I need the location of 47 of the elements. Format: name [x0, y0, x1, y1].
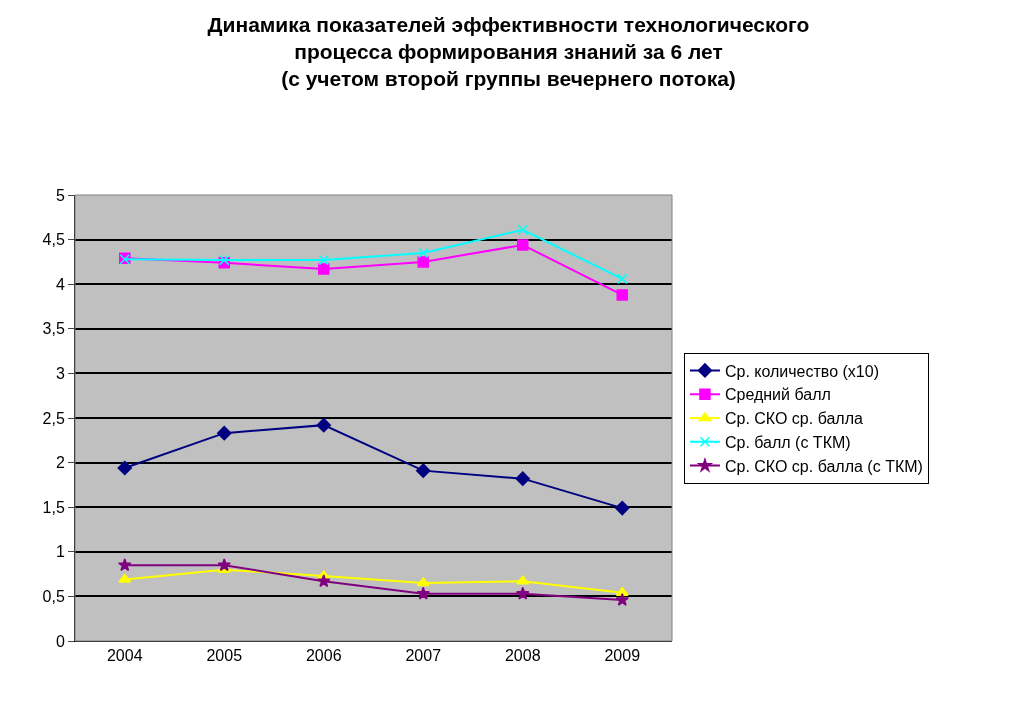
point	[516, 575, 530, 585]
x-tick-label: 2007	[405, 647, 442, 665]
legend-label: Ср. количество (x10)	[724, 362, 879, 380]
legend-label: Средний балл	[724, 386, 831, 404]
x-tick-label: 2005	[206, 647, 243, 665]
point	[416, 577, 430, 587]
x-tick-label: 2004	[106, 647, 143, 665]
point	[615, 587, 629, 597]
point	[416, 463, 431, 478]
y-tick-label: 5	[55, 186, 65, 204]
y-tick-label: 1,5	[42, 498, 65, 516]
point	[515, 471, 530, 486]
x-tick-label: 2006	[305, 647, 342, 665]
point	[418, 247, 429, 259]
point	[316, 417, 331, 433]
point	[318, 254, 329, 266]
y-tick-label: 0,5	[42, 588, 65, 605]
point	[615, 500, 630, 516]
point	[118, 558, 132, 572]
point	[516, 586, 530, 600]
point	[417, 256, 429, 268]
y-tick-label: 3,5	[42, 320, 65, 338]
point	[217, 558, 231, 572]
chart-title: Динамика показателей эффективности технологического процесса формирования знаний за 6 лет (с учетом второй группы вечернего потока)	[207, 12, 810, 91]
x-tick-label: 2008	[504, 647, 541, 665]
y-tick-label: 2	[55, 454, 65, 472]
point	[416, 586, 430, 600]
point	[517, 239, 529, 251]
point	[118, 573, 132, 583]
point	[217, 425, 232, 441]
y-tick-label: 4,5	[42, 231, 65, 249]
legend-label: Ср. СКО ср. балла	[724, 410, 864, 428]
point	[616, 289, 628, 301]
point	[617, 273, 628, 285]
legend-label: Ср. балл (с ТКМ)	[724, 434, 851, 452]
x-tick-label: 2009	[604, 647, 641, 665]
point	[317, 574, 331, 588]
legend-label: Ср. СКО ср. балла (с ТКМ)	[724, 457, 923, 475]
point	[318, 263, 330, 275]
y-tick-label: 3	[55, 365, 65, 382]
y-tick-label: 0	[55, 632, 65, 650]
point	[117, 460, 132, 476]
point	[615, 592, 629, 606]
y-tick-label: 1	[55, 543, 65, 561]
y-tick-label: 2,5	[42, 409, 65, 427]
y-tick-label: 4	[55, 275, 65, 293]
point	[517, 224, 528, 236]
